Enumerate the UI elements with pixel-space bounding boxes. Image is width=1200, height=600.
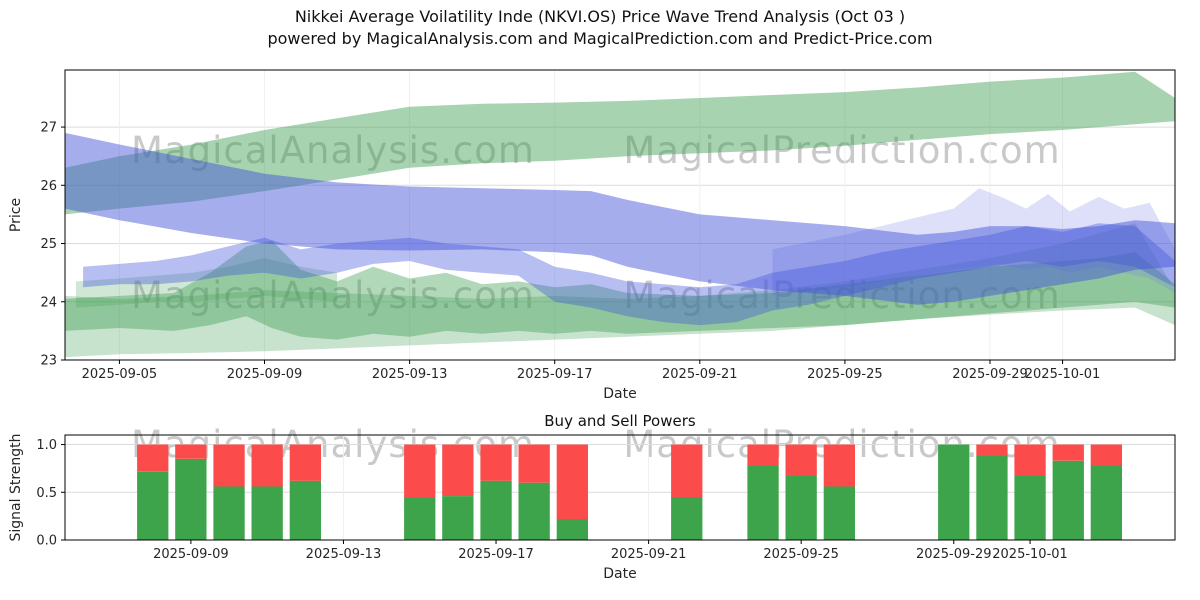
buy-bar xyxy=(823,486,855,540)
y-tick-label: 24 xyxy=(40,295,57,310)
chart-subtitle: powered by MagicalAnalysis.com and Magic… xyxy=(267,29,933,48)
sell-bar xyxy=(785,444,817,476)
x-tick-label: 2025-09-21 xyxy=(611,547,687,562)
x-tick-label: 2025-10-01 xyxy=(992,547,1068,562)
buy-bar xyxy=(480,480,512,540)
sell-bar xyxy=(404,444,436,498)
x-tick-label: 2025-09-13 xyxy=(372,367,448,382)
sell-bar xyxy=(1090,444,1122,466)
buy-bar xyxy=(976,456,1008,540)
sell-bar xyxy=(137,444,169,472)
x-tick-label: 2025-09-21 xyxy=(662,367,738,382)
x-tick-label: 2025-09-17 xyxy=(458,547,534,562)
sell-bar xyxy=(289,444,321,481)
y-tick-label: 1.0 xyxy=(36,438,57,453)
band-blue-wave xyxy=(83,223,1175,326)
signal-bars xyxy=(137,444,1122,540)
trend-bands xyxy=(65,71,1175,358)
x-tick-label: 2025-09-05 xyxy=(82,367,158,382)
chart-title: Nikkei Average Voilatility Inde (NKVI.OS… xyxy=(294,7,906,26)
plot-border xyxy=(64,69,1176,361)
buy-bar xyxy=(442,496,474,540)
y-tick-label: 26 xyxy=(40,179,57,194)
x-tick-label: 2025-09-13 xyxy=(306,547,382,562)
x-axis-label: Date xyxy=(603,386,636,402)
y-axis-label: Price xyxy=(8,198,24,232)
power-chart: 0.0 0.5 1.0 2025-09-09 2025-09-13 2025-09-17 2… xyxy=(8,433,1176,582)
x-tick-label: 2025-09-17 xyxy=(517,367,593,382)
buy-bar xyxy=(518,482,550,540)
sell-bar xyxy=(747,444,779,466)
sell-bar xyxy=(175,444,207,459)
watermark-text: MagicalAnalysis.com xyxy=(131,129,535,172)
buy-bar xyxy=(671,497,703,540)
sell-bar xyxy=(1052,444,1084,461)
y-tick-label: 0.0 xyxy=(36,534,57,549)
buy-bar xyxy=(1052,460,1084,540)
x-tick-label: 2025-09-25 xyxy=(763,547,839,562)
y-tick-label: 0.5 xyxy=(36,486,57,501)
band-blue-fringe-right xyxy=(772,188,1175,296)
buy-bar xyxy=(1014,476,1046,540)
x-axis-label: Date xyxy=(603,566,636,582)
plot-border xyxy=(64,434,1176,541)
buy-bar xyxy=(213,486,245,540)
band-green-wave xyxy=(65,240,1175,340)
power-chart-title: Buy and Sell Powers xyxy=(544,412,696,430)
sell-bar xyxy=(442,444,474,496)
y-axis-label: Signal Strength xyxy=(8,433,24,541)
buy-bar xyxy=(289,480,321,540)
sell-bar xyxy=(556,444,588,519)
buy-bar xyxy=(251,486,283,540)
sell-bar xyxy=(976,444,1008,456)
buy-bar xyxy=(137,471,169,540)
buy-bar xyxy=(1090,465,1122,540)
x-tick-label: 2025-09-29 xyxy=(952,367,1028,382)
sell-bar xyxy=(251,444,283,487)
watermark-text: MagicalPrediction.com xyxy=(623,129,1060,172)
buy-bar xyxy=(938,444,970,540)
buy-bar xyxy=(556,519,588,540)
sell-bar xyxy=(1014,444,1046,476)
sell-bar xyxy=(671,444,703,497)
x-tick-label: 2025-09-09 xyxy=(153,547,229,562)
band-green-thin-left xyxy=(75,258,338,308)
band-green-lower-wide xyxy=(65,223,1175,358)
x-tick-label: 2025-09-25 xyxy=(807,367,883,382)
watermark-text: MagicalAnalysis.com xyxy=(131,274,535,317)
band-blue-main-descending xyxy=(65,132,1175,305)
buy-bar xyxy=(747,465,779,540)
sell-bar xyxy=(213,444,245,487)
watermark-text: MagicalPrediction.com xyxy=(623,274,1060,317)
buy-bar xyxy=(404,498,436,540)
buy-bar xyxy=(175,458,207,540)
x-tick-label: 2025-09-09 xyxy=(227,367,303,382)
y-tick-label: 23 xyxy=(40,354,57,369)
buy-bar xyxy=(785,476,817,540)
band-green-main-rising xyxy=(65,71,1175,215)
y-tick-label: 25 xyxy=(40,237,57,252)
x-tick-label: 2025-10-01 xyxy=(1025,367,1101,382)
price-chart: 23 24 25 26 27 2025-09-05 2025-09-09 2025-09-13… xyxy=(8,69,1176,402)
sell-bar xyxy=(518,444,550,483)
y-tick-label: 27 xyxy=(40,121,57,136)
sell-bar xyxy=(823,444,855,487)
sell-bar xyxy=(480,444,512,481)
x-tick-label: 2025-09-29 xyxy=(916,547,992,562)
